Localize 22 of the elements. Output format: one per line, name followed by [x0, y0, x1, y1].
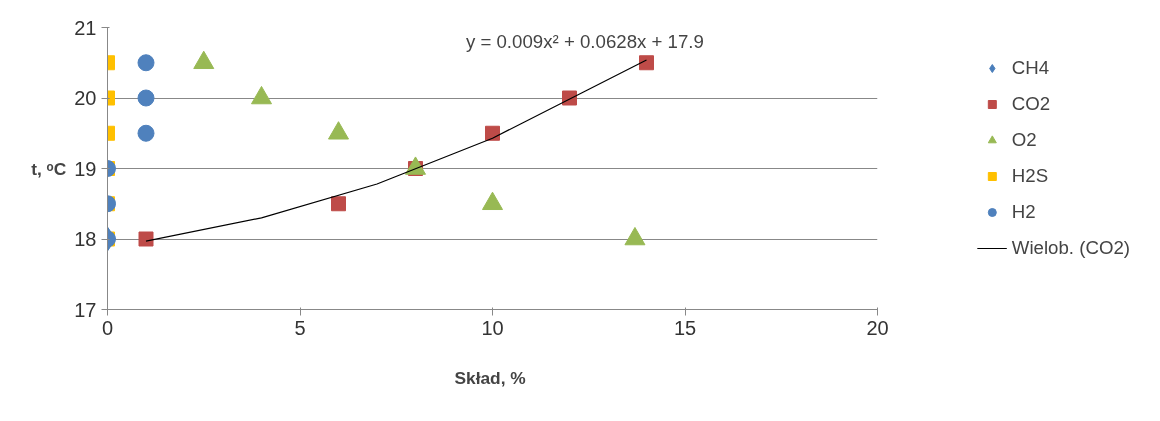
x-tick-label: 0	[101, 316, 114, 339]
y-tick-label: 21	[74, 16, 97, 39]
point	[485, 125, 500, 141]
x-tick-label: 15	[673, 316, 697, 339]
y-tick-label: 20	[74, 87, 97, 109]
point	[331, 196, 346, 212]
x-axis-title: Skład, %	[454, 367, 526, 388]
legend-label: Wielob. (CO2)	[1011, 237, 1130, 259]
y-tick-label: 19	[74, 157, 97, 180]
x-tick-label: 10	[481, 316, 504, 339]
legend-label: CO2	[1011, 93, 1051, 115]
y-tick-label: 18	[74, 228, 97, 250]
annotation: y = 0.009x² + 0.0628x + 17.9	[465, 31, 704, 53]
y-tick-label: 17	[74, 298, 97, 321]
legend-label: H2S	[1011, 165, 1049, 187]
legend-label: O2	[1011, 129, 1037, 151]
legend-label: CH4	[1011, 57, 1050, 79]
x-tick-label: 5	[294, 316, 306, 339]
x-tick-label: 20	[866, 316, 889, 339]
y-axis-title: t, ᵒC	[31, 158, 67, 179]
legend-label: H2	[1011, 201, 1036, 223]
point	[639, 55, 654, 71]
